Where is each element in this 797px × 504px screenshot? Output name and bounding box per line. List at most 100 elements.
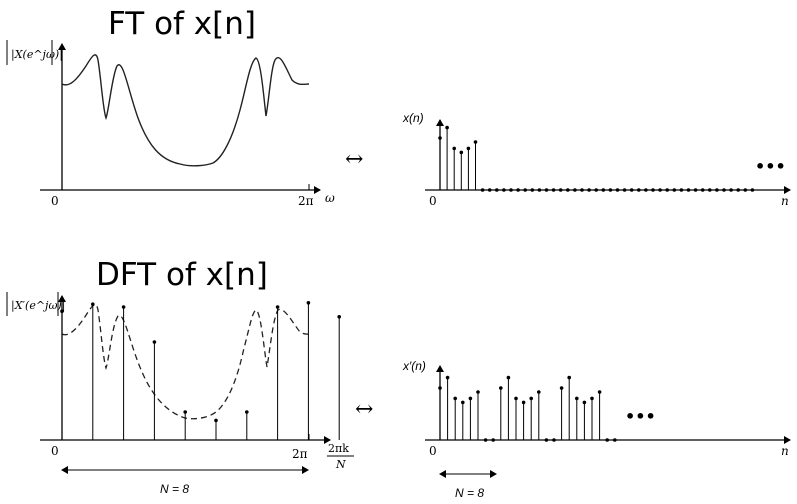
dft-span-label: N = 8 [160, 482, 189, 496]
dft-ylabel-text: |X′(e^jω)| [11, 299, 65, 313]
dft-stem-dot [60, 309, 64, 314]
xn-stem-dot [558, 188, 563, 192]
ft-ylabel-text: |X(e^jω)| [11, 48, 63, 62]
xpn-stem-dot [476, 390, 480, 394]
xn-stem-dot [729, 188, 733, 192]
xpn-origin-label: 0 [429, 444, 437, 458]
xn-stem-dot [629, 188, 634, 192]
xn-stem-dot [601, 188, 606, 192]
dft-origin-label: 0 [51, 444, 59, 458]
xpn-stem-dot [613, 438, 617, 442]
xn-stem-dot [736, 188, 740, 192]
xpn-stem-dot [468, 396, 473, 401]
dft-xlabel-numerator: 2πk [328, 442, 349, 455]
xn-stem-dot [573, 188, 577, 192]
xn-stem-dot [537, 188, 542, 192]
xpn-stem-dot [506, 375, 511, 380]
xn-stem-dot [672, 188, 677, 192]
dft-xlabel-denominator: N [335, 458, 346, 471]
xn-stem-dot [743, 188, 748, 192]
xn-stem-dot [622, 188, 627, 192]
xpn-stem-dot [575, 396, 579, 401]
xn-stem-dot [700, 188, 705, 192]
xpn-stem-dot [483, 438, 488, 442]
dft-2pi-label: 2π [292, 447, 308, 461]
xn-stem-dot [658, 188, 662, 192]
ft-title: FT of x[n] [108, 6, 256, 42]
xpn-stem-dot [491, 438, 496, 442]
dft-stem-dot [275, 305, 280, 309]
xpn-stem-dot [537, 390, 541, 394]
xn-ellipsis: ••• [755, 157, 786, 176]
dft-title: DFT of x[n] [96, 257, 268, 293]
xpn-xlabel: n [781, 444, 789, 458]
dft-xlabel: 2πk N [327, 442, 354, 471]
xn-stem-dot [459, 150, 464, 155]
xn-stem-dot [580, 188, 584, 192]
dft-stem-dot [337, 315, 342, 319]
xpn-stems [438, 375, 617, 442]
xpn-stem-dot [514, 396, 518, 401]
dft-stem-dot [214, 418, 218, 423]
xn-stem-dot [516, 188, 520, 192]
ft-magnitude-curve [61, 54, 310, 167]
xpn-stem-dot [461, 400, 465, 405]
dft-envelope-dashed [61, 303, 311, 420]
xn-stem-dot [509, 188, 513, 192]
xn-stem-dot [487, 188, 492, 192]
xn-stem-dot [750, 188, 755, 192]
xpn-stem-dot [438, 386, 442, 390]
xpn-stem-dot [529, 396, 533, 401]
xn-stem-dot [551, 188, 556, 192]
ft-magnitude-plot: |X(e^jω)| 0 2π ω [6, 40, 335, 208]
xn-xlabel: n [781, 194, 789, 208]
xn-stems [438, 125, 755, 192]
xn-stem-dot [679, 188, 684, 192]
dft-plot: |X′(e^jω)| 0 2π 2πk N N = 8 [6, 292, 354, 496]
xn-stem-dot [587, 188, 591, 192]
xn-stem-dot [637, 188, 641, 192]
xn-stem-dot [452, 146, 457, 151]
xn-stem-dot [523, 188, 527, 192]
top-transform-arrow: ↔ [345, 147, 363, 172]
xn-stem-dot [438, 136, 442, 140]
xn-stem-dot [651, 188, 655, 192]
xpn-stem-dot [544, 438, 549, 442]
bottom-transform-arrow: ↔ [355, 397, 373, 422]
xn-stem-dot [530, 188, 535, 192]
xn-stem-dot [644, 188, 648, 192]
dft-stem-dot [152, 340, 157, 344]
xpn-stem-dot [521, 400, 526, 405]
xpn-stem-dot [567, 375, 571, 380]
xn-stem-dot [693, 188, 698, 192]
xn-stem-dot [502, 188, 506, 192]
xpn-stem-dot [453, 396, 458, 401]
xpn-stem-dot [597, 390, 602, 394]
xn-stem-dot [466, 146, 471, 151]
dft-stem-dot [121, 305, 126, 309]
xn-stem-dot [544, 188, 549, 192]
ft-xlabel: ω [325, 191, 335, 205]
xpn-ellipsis: ••• [625, 407, 656, 426]
xpn-span-label: N = 8 [455, 486, 484, 500]
xn-stem-dot [495, 188, 499, 192]
dft-ylabel: |X′(e^jω)| [6, 292, 65, 316]
xn-stem-dot [445, 125, 449, 130]
x-prime-n-plot: x′(n) 0 n ••• N = 8 [402, 359, 791, 500]
xpn-stem-dot [605, 438, 609, 442]
dft-stems [60, 301, 342, 440]
xn-stem-dot [615, 188, 620, 192]
dft-stem-dot [245, 410, 249, 414]
ft-2pi-label: 2π [298, 194, 314, 208]
xpn-ylabel: x′(n) [402, 359, 426, 373]
xn-origin-label: 0 [429, 194, 437, 208]
xpn-stem-dot [445, 375, 450, 380]
xn-stem-dot [480, 188, 485, 192]
dft-stem-dot [306, 301, 311, 305]
xpn-stem-dot [552, 438, 556, 442]
xn-stem-dot [708, 188, 712, 192]
ft-ylabel: |X(e^jω)| [6, 40, 63, 65]
ft-origin-label: 0 [51, 194, 59, 208]
xpn-stem-dot [499, 386, 503, 390]
